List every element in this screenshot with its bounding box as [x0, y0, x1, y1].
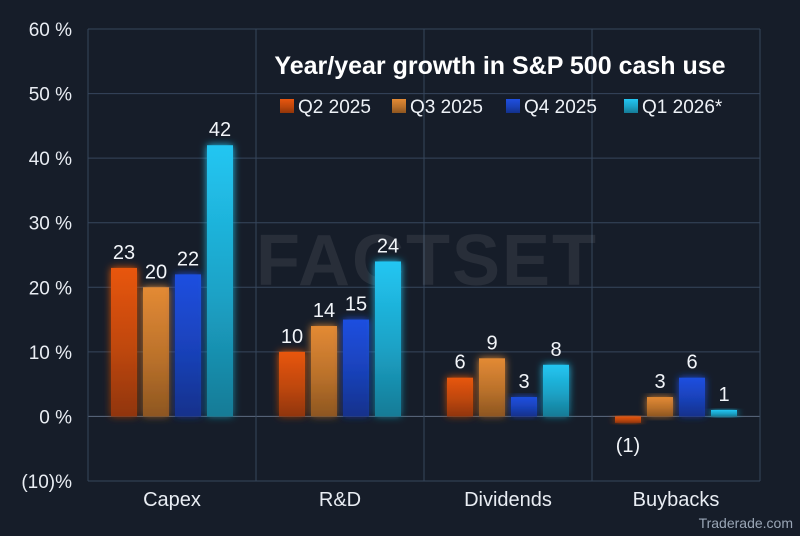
legend-label: Q3 2025	[410, 97, 483, 118]
category-label: Buybacks	[633, 489, 720, 511]
credit-text: Traderade.com	[699, 515, 793, 531]
y-tick-label: 40 %	[29, 149, 72, 170]
data-label: 6	[686, 352, 697, 374]
bar-rd-2	[343, 319, 369, 417]
bar-rd-3	[375, 261, 401, 417]
bar-buybacks-2	[679, 377, 705, 417]
watermark-text: FACTSET	[256, 221, 598, 301]
bar-capex-2	[175, 274, 201, 417]
data-label: 10	[281, 326, 303, 348]
bar-buybacks-0	[615, 416, 641, 423]
data-label: (1)	[616, 435, 640, 457]
data-label: 6	[454, 352, 465, 374]
data-label: 3	[654, 371, 665, 393]
y-tick-label: 20 %	[29, 278, 72, 299]
y-tick-label: 50 %	[29, 85, 72, 106]
bar-capex-3	[207, 145, 233, 417]
y-tick-label: 0 %	[39, 407, 72, 428]
data-label: 42	[209, 119, 231, 141]
y-tick-label: 60 %	[29, 20, 72, 41]
data-label: 9	[486, 332, 497, 354]
data-label: 23	[113, 242, 135, 264]
data-label: 14	[313, 300, 335, 322]
data-label: 22	[177, 248, 199, 270]
data-label: 15	[345, 294, 367, 316]
data-label: 8	[550, 339, 561, 361]
data-label: 1	[718, 384, 729, 406]
y-tick-label: 30 %	[29, 214, 72, 235]
bar-rd-1	[311, 326, 337, 417]
legend-swatch	[624, 99, 638, 113]
data-label: 20	[145, 261, 167, 283]
category-label: Dividends	[464, 489, 552, 511]
bar-dividends-2	[511, 397, 537, 417]
legend-swatch	[280, 99, 294, 113]
bar-capex-1	[143, 287, 169, 417]
y-tick-label: 10 %	[29, 343, 72, 364]
bar-dividends-0	[447, 377, 473, 417]
legend-swatch	[506, 99, 520, 113]
bar-dividends-1	[479, 358, 505, 417]
legend-swatch	[392, 99, 406, 113]
chart-title: Year/year growth in S&P 500 cash use	[274, 52, 725, 80]
bar-dividends-3	[543, 364, 569, 417]
bar-capex-0	[111, 267, 137, 417]
bar-buybacks-1	[647, 397, 673, 417]
category-label: R&D	[319, 489, 361, 511]
bar-rd-0	[279, 351, 305, 417]
legend-label: Q4 2025	[524, 97, 597, 118]
bar-buybacks-3	[711, 409, 737, 417]
y-tick-label: (10)%	[21, 472, 72, 493]
legend-label: Q1 2026*	[642, 97, 723, 118]
data-label: 24	[377, 235, 399, 257]
data-label: 3	[518, 371, 529, 393]
category-label: Capex	[143, 489, 201, 511]
legend-label: Q2 2025	[298, 97, 371, 118]
